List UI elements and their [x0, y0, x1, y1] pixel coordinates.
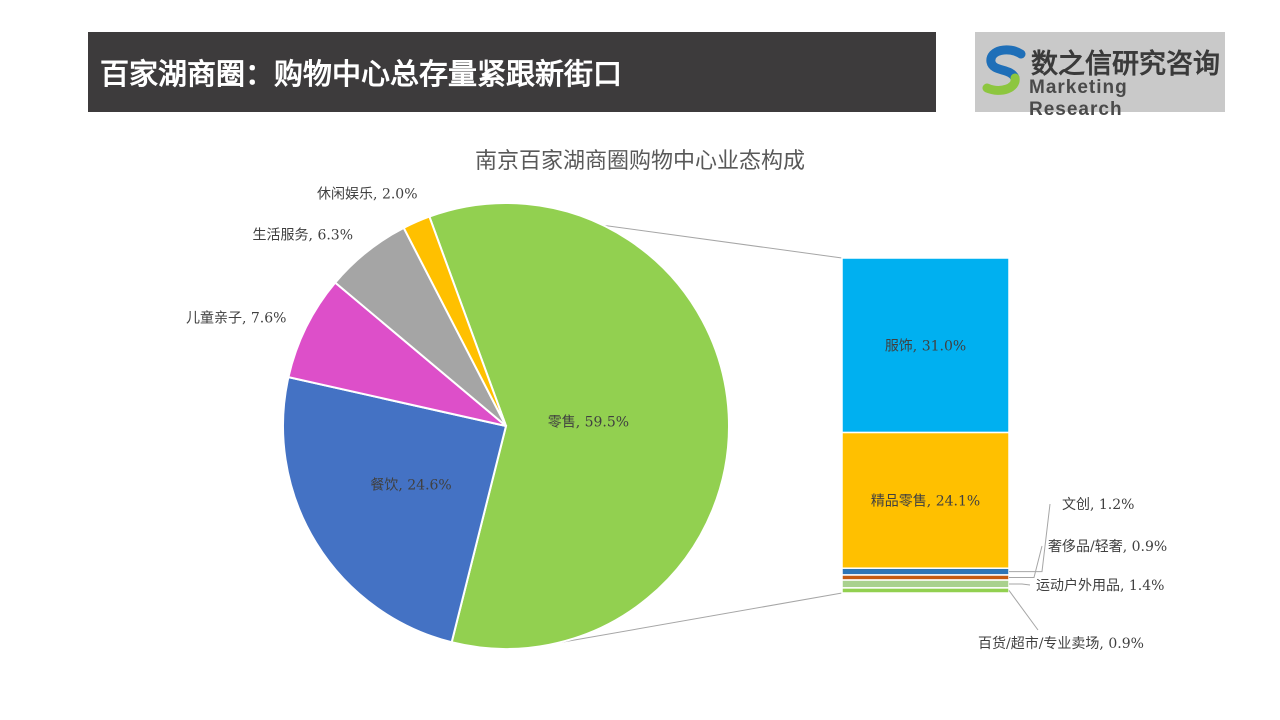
pie-label-零售: 零售, 59.5%	[548, 415, 629, 431]
pie-slice-零售	[428, 202, 730, 650]
pie-label-儿童亲子: 儿童亲子, 7.6%	[186, 309, 286, 326]
pie-label-休闲娱乐: 休闲娱乐, 2.0%	[317, 187, 417, 203]
chart-title: 南京百家湖商圈购物中心业态构成	[475, 149, 805, 174]
bar-segment-服饰	[841, 257, 1010, 434]
pie-slice-儿童亲子	[287, 281, 507, 427]
leader-line-运动户外用品	[1009, 583, 1031, 586]
leader-line-奢侈品-轻奢	[1009, 545, 1043, 579]
leader-line-百货-超市-专业卖场	[1008, 590, 1039, 631]
bar-label-奢侈品-轻奢: 奢侈品/轻奢, 0.9%	[1048, 539, 1167, 555]
bar-label-文创: 文创, 1.2%	[1062, 497, 1134, 513]
breakdown-bar-group: 服饰, 31.0% 精品零售, 24.1% 文创, 1.2% 奢侈品/轻奢, 0.9%…	[841, 257, 1167, 652]
pie-slice-餐饮	[282, 375, 508, 644]
bar-label-运动户外用品: 运动户外用品, 1.4%	[1036, 577, 1164, 594]
logo-s-icon	[982, 45, 1026, 95]
logo-english-text: Marketing Research	[1029, 77, 1128, 120]
company-logo: 数之信研究咨询 Marketing Research	[975, 32, 1225, 120]
leader-line-文创	[1009, 503, 1051, 573]
bar-segment-文创	[841, 567, 1010, 576]
bar-segment-运动户外用品	[841, 579, 1010, 589]
bar-segment-奢侈品-轻奢	[841, 574, 1010, 581]
title-bar: 百家湖商圈：购物中心总存量紧跟新街口	[88, 32, 936, 112]
pie-label-餐饮: 餐饮, 24.6%	[370, 477, 451, 493]
pie-label-生活服务: 生活服务, 6.3%	[253, 228, 353, 244]
pie-group: 零售, 59.5% 餐饮, 24.6% 儿童亲子, 7.6% 生活服务, 6.3% 休闲…	[186, 187, 730, 650]
bar-label-精品零售: 精品零售, 24.1%	[871, 493, 980, 509]
page-title: 百家湖商圈：购物中心总存量紧跟新街口	[100, 57, 623, 91]
bar-segment-百货-超市-专业卖场	[841, 587, 1010, 594]
bar-label-百货-超市-专业卖场: 百货/超市/专业卖场, 0.9%	[978, 635, 1144, 652]
logo-chinese-text: 数之信研究咨询	[1031, 49, 1220, 80]
pie-slice-休闲娱乐	[402, 215, 507, 427]
bar-label-服饰: 服饰, 31.0%	[885, 338, 966, 354]
connector-line-bottom	[561, 592, 843, 643]
